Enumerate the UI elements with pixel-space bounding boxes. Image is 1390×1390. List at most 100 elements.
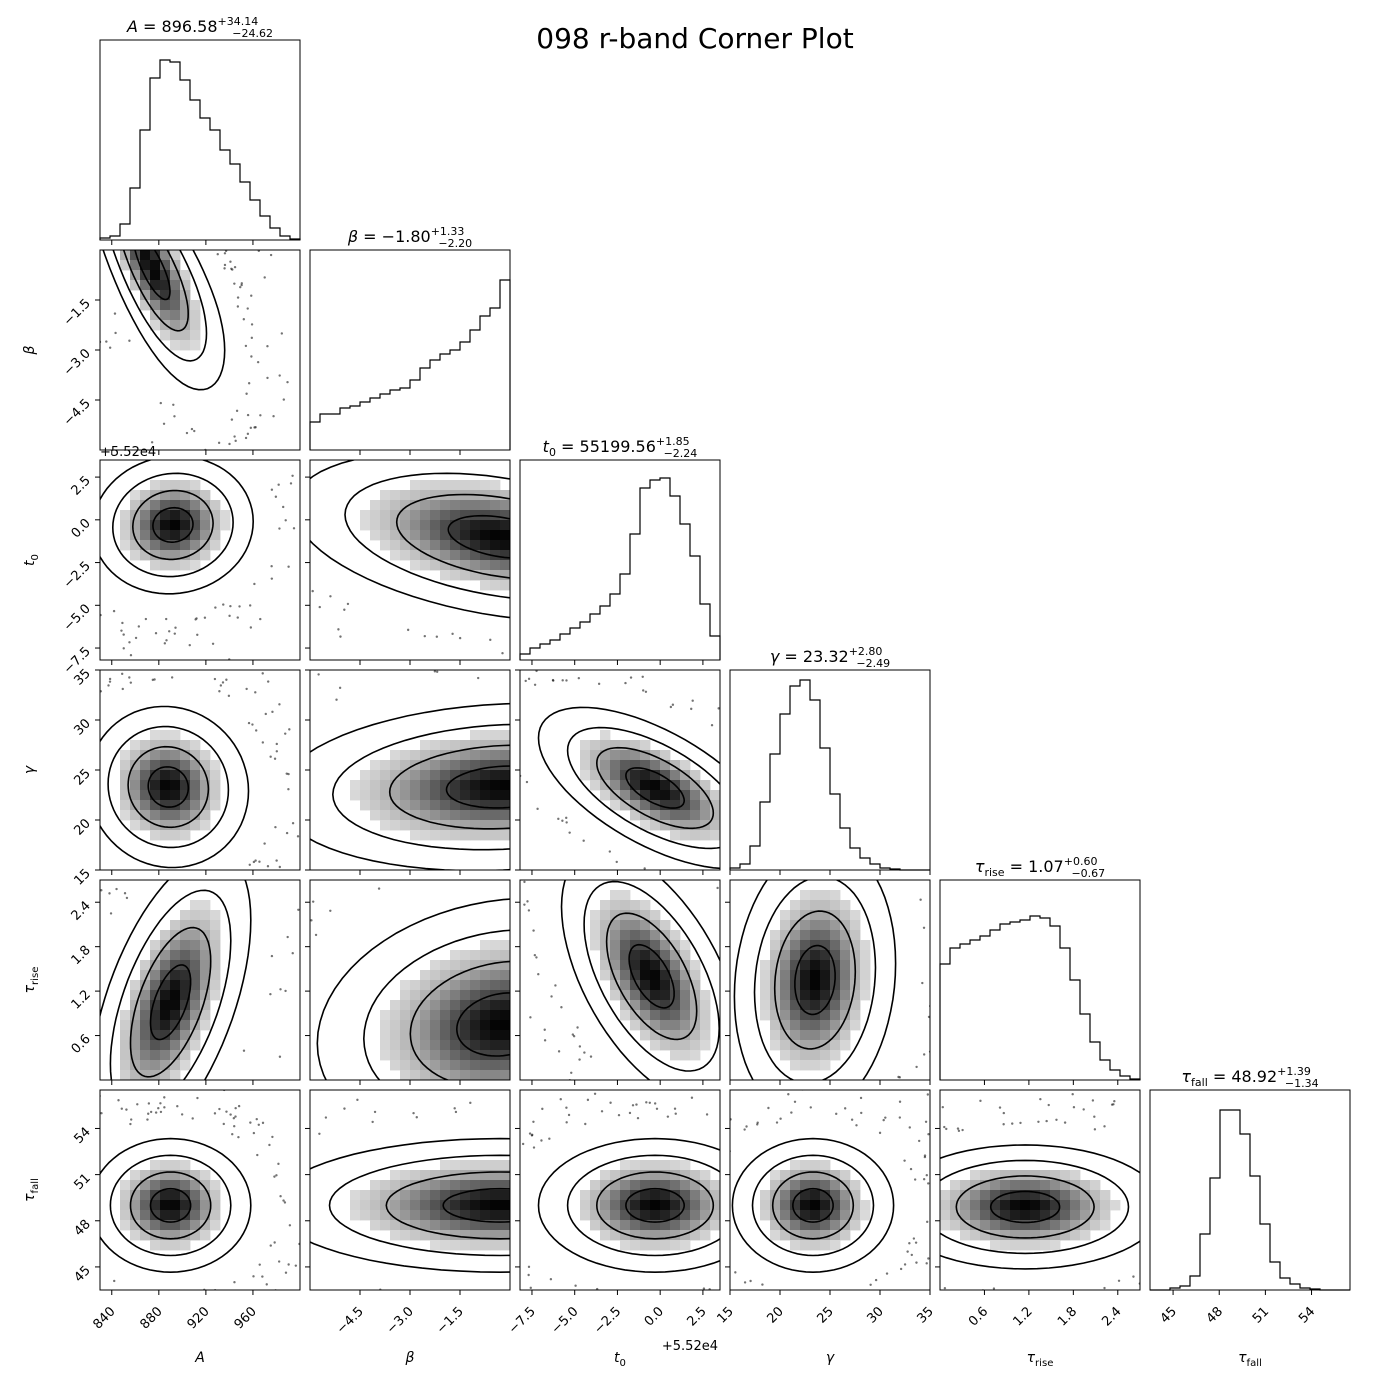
density-cell [670,1180,681,1191]
sample-point [660,1296,662,1298]
density-cell [670,790,681,801]
sample-point [698,1146,700,1148]
density-cell [650,1210,661,1221]
sample-point [62,59,64,61]
density-cell [150,770,161,781]
sample-point [25,1329,27,1331]
density-cell [370,1200,381,1211]
sample-point [690,707,693,711]
sample-point [164,1292,166,1294]
sample-point [376,928,378,930]
density-cell [210,800,221,811]
sample-point [495,887,497,889]
contour-line [751,1154,875,1257]
density-cell [210,960,221,971]
sample-point [460,711,462,713]
density-cell [170,1170,181,1181]
sample-point [930,1333,932,1335]
sample-point [963,1300,965,1302]
density-cell [440,1240,451,1251]
sample-point [743,480,745,482]
density-cell [830,1010,841,1021]
density-cell [810,970,821,981]
sample-point [885,1068,887,1070]
density-cell [420,1010,431,1021]
sample-point [804,817,806,819]
density-cell [450,770,461,781]
density-cell [970,1230,981,1241]
density-cell [1110,1200,1121,1211]
y-axis-label-beta: β [22,345,38,355]
sample-point [54,109,56,111]
density-cell [190,920,201,931]
density-cell [770,1010,781,1021]
sample-point [141,928,143,930]
density-cell [170,270,181,281]
density-cell [180,940,191,951]
density-cell [200,1170,211,1181]
sample-point [83,889,85,891]
sample-point [264,1306,266,1308]
density-cell [180,1180,191,1191]
sample-point [541,909,543,911]
density-cell [430,1180,441,1191]
density-cell [1030,1200,1041,1211]
sample-point [848,680,850,682]
sample-point [690,1096,694,1099]
sample-point [733,602,735,604]
sample-point [443,714,445,716]
density-cell [390,780,401,791]
sample-point [310,919,313,922]
sample-point [768,1290,770,1292]
contour-line [331,723,510,851]
sample-point [691,699,694,702]
density-cell [1040,1220,1051,1231]
density-cell [860,980,871,991]
sample-point [795,569,797,571]
density-cell [450,1220,461,1231]
density-cell [200,940,211,951]
sample-point [797,630,799,632]
density-cell [1100,1220,1111,1231]
density-cell [450,960,461,971]
density-cell [160,1020,171,1031]
density-cell [830,1220,841,1231]
density-cell [660,940,671,951]
density-cell [400,1040,411,1051]
sample-point [356,1098,359,1102]
density-cell [210,920,221,931]
sample-point [303,612,305,614]
sample-point [129,97,131,99]
sample-point [254,894,256,896]
density-cell [590,780,601,791]
contour-line [794,944,836,1016]
sample-point [446,423,448,425]
density-cell [810,1210,821,1221]
density-cell [640,1160,651,1171]
density-cell [630,970,641,981]
sample-point [1192,1244,1194,1246]
density-cell [380,820,391,831]
density-cell [450,1040,461,1051]
sample-point [641,430,643,432]
density-cell [170,760,181,771]
density-cell [430,800,441,811]
density-cell [130,980,141,991]
sample-point [101,1086,103,1088]
density-cell [680,790,691,801]
density-cell [170,990,181,1001]
sample-point [228,442,231,446]
sample-point [55,110,57,112]
sample-point [159,1083,161,1085]
density-cell [140,540,151,551]
sample-point [303,1123,305,1125]
sample-point [644,690,648,693]
density-cell [610,940,621,951]
x-tick-label-t0: 2.5 [684,1304,709,1329]
density-cell [470,830,481,841]
density-cell [190,480,201,491]
density-cell [480,1070,491,1080]
density-cell [180,540,191,551]
density-cell [480,1210,491,1221]
sample-point [36,62,38,64]
